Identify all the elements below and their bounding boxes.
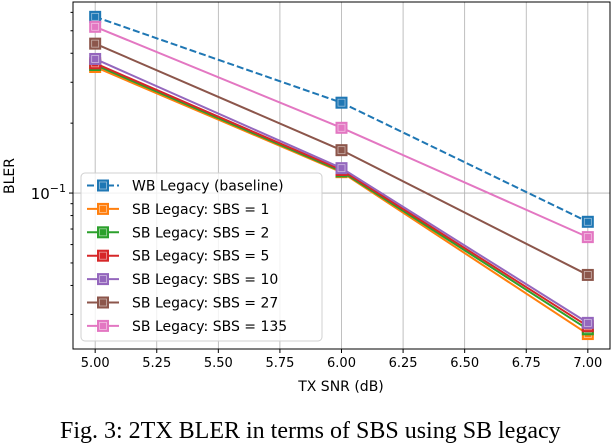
data-point <box>335 162 348 175</box>
data-point-inner <box>91 55 100 63</box>
data-point <box>581 215 594 228</box>
legend-marker <box>97 296 109 309</box>
legend-label: SB Legacy: SBS = 10 <box>132 272 278 288</box>
legend-label: SB Legacy: SBS = 1 <box>132 202 269 218</box>
data-point <box>89 52 102 65</box>
data-point <box>89 37 102 50</box>
y-axis-ticks <box>69 11 73 315</box>
data-point-inner <box>583 217 592 226</box>
legend-marker-inner <box>99 298 107 307</box>
x-tick-label: 6.25 <box>389 356 418 371</box>
legend-box <box>80 172 323 342</box>
x-tick-label: 5.75 <box>265 356 294 371</box>
x-tick-label: 7.00 <box>573 356 602 371</box>
x-tick-label: 6.50 <box>450 356 479 371</box>
x-tick-label: 5.00 <box>81 356 110 371</box>
legend-marker-inner <box>99 251 107 260</box>
x-axis-label: TX SNR (dB) <box>297 379 384 395</box>
data-point <box>581 231 594 244</box>
y-axis-label: BLER <box>2 158 18 194</box>
legend-label: SB Legacy: SBS = 5 <box>132 249 269 265</box>
legend-marker-inner <box>99 228 107 237</box>
legend-marker <box>97 202 109 215</box>
series-5 <box>89 37 594 281</box>
data-point-inner <box>91 22 100 31</box>
legend-label: WB Legacy (baseline) <box>132 179 284 195</box>
data-point <box>89 20 102 33</box>
data-point-inner <box>337 146 346 155</box>
figure-caption: Fig. 3: 2TX BLER in terms of SBS using S… <box>60 418 561 444</box>
data-point <box>581 268 594 281</box>
data-point-inner <box>583 233 592 242</box>
series-6 <box>89 20 594 244</box>
legend-marker-inner <box>99 321 107 330</box>
data-point <box>335 96 348 109</box>
legend-marker-inner <box>99 181 107 190</box>
legend-marker <box>97 179 109 192</box>
data-point-inner <box>583 271 592 279</box>
series-4 <box>89 52 594 329</box>
y-major-tick-label: 10−1 <box>31 182 66 203</box>
legend-marker-inner <box>99 275 107 284</box>
legend-marker <box>97 273 109 286</box>
legend-marker <box>97 226 109 239</box>
data-point-inner <box>337 123 346 132</box>
data-point-inner <box>91 12 100 21</box>
legend-marker <box>97 249 109 262</box>
data-point <box>581 316 594 329</box>
legend-label: SB Legacy: SBS = 2 <box>132 225 269 241</box>
series-group <box>89 10 594 341</box>
data-point-inner <box>583 318 592 327</box>
x-tick-label: 5.25 <box>142 356 171 371</box>
legend-marker-inner <box>99 204 107 213</box>
legend-marker <box>97 319 109 332</box>
x-axis-ticks: 5.00 5.25 5.50 5.75 6.00 6.25 6.50 6.75 7.00 <box>81 349 602 371</box>
legend-label: SB Legacy: SBS = 135 <box>132 319 287 335</box>
legend: WB Legacy (baseline) SB Legacy: SBS = 1 SB… <box>80 172 323 342</box>
x-tick-label: 6.00 <box>327 356 356 371</box>
x-tick-label: 6.75 <box>512 356 541 371</box>
x-tick-label: 5.50 <box>204 356 233 371</box>
data-point-inner <box>337 98 346 107</box>
data-point-inner <box>91 39 100 48</box>
legend-label: SB Legacy: SBS = 27 <box>132 296 278 312</box>
data-point <box>335 144 348 157</box>
data-point-inner <box>337 164 346 173</box>
bler-chart: 5.00 5.25 5.50 5.75 6.00 6.25 6.50 6.75 7.00 10−… <box>2 1 611 395</box>
data-point <box>335 121 348 134</box>
